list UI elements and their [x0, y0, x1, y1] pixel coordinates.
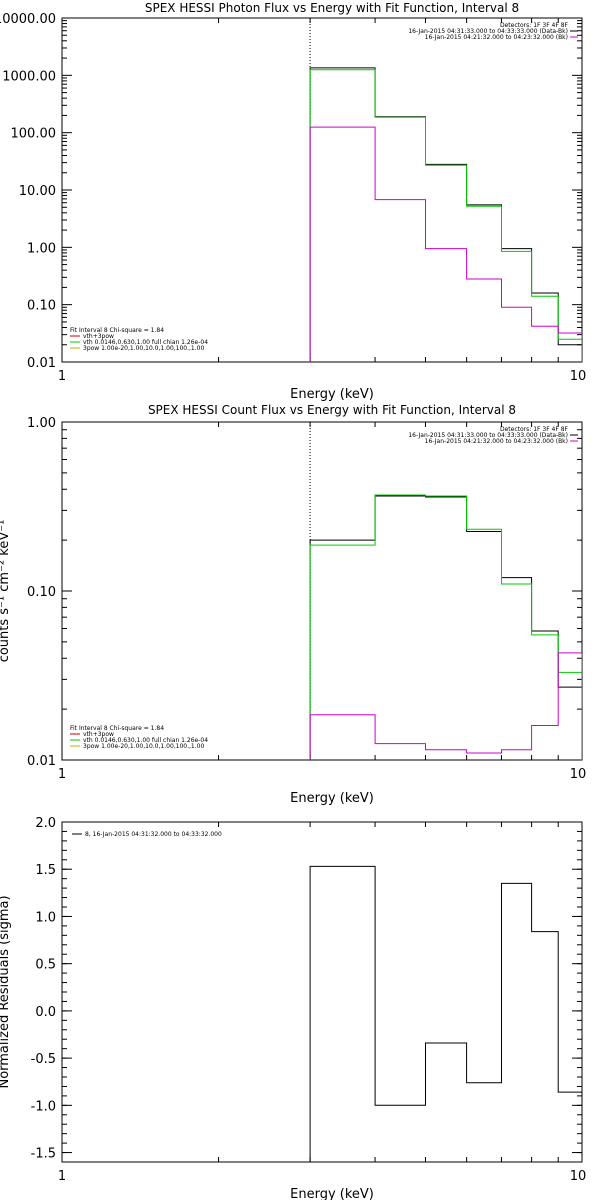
y-axis: 2.0 1.5 1.0 0.5 0.0 -0.5 -1.0 -1.5	[31, 816, 582, 1162]
x-tick-label: 1	[58, 1169, 66, 1184]
x-axis: 1 10	[58, 18, 586, 384]
series-1	[309, 67, 582, 362]
y-tick-label: 1.5	[35, 863, 56, 878]
legend-entry: 16-Jan-2015 04:21:32.000 to 04:23:32.000…	[425, 34, 568, 41]
legend-entry: Fit Interval 8 Chi-square = 1.84	[70, 327, 164, 334]
series-line	[309, 126, 582, 362]
y-tick-label: 1.00	[27, 416, 56, 431]
y-axis: 1.00 0.10 0.01	[27, 416, 582, 769]
legend-entry: 8, 16-Jan-2015 04:31:32.000 to 04:33:32.…	[85, 831, 222, 838]
series-1	[309, 495, 582, 760]
legend-entry: vth 0.0146,0.630,1.00 full chian 1.26e-0…	[83, 339, 208, 346]
x-tick-label: 10	[570, 767, 587, 782]
legend-bottom: Fit Interval 8 Chi-square = 1.84vth+3pow…	[70, 725, 208, 750]
y-tick-label: 10.00	[19, 184, 56, 199]
y-tick-label: 10000.00	[0, 12, 56, 27]
y-tick-label: 0.01	[27, 356, 56, 371]
series-2	[309, 69, 582, 362]
x-axis: 1 10	[58, 422, 586, 782]
x-axis-label: Energy (keV)	[290, 791, 374, 806]
chart-title: SPEX HESSI Count Flux vs Energy with Fit…	[148, 403, 516, 417]
series-2	[309, 494, 582, 760]
series-line	[309, 865, 582, 1162]
y-tick-label: 0.5	[35, 958, 56, 973]
y-tick-label: 1000.00	[2, 69, 56, 84]
legend-entry: vth+3pow	[83, 731, 114, 738]
legend-entry: vth 0.0146,0.630,1.00 full chian 1.26e-0…	[83, 737, 208, 744]
x-tick-label: 10	[570, 369, 587, 384]
series-3	[309, 652, 582, 760]
legend-entry: Detectors: 1F 3F 4F 8F	[500, 22, 569, 29]
legend-entry: 3pow 1.00e-20,1.00,10.0,1.00,100.,1.00	[83, 743, 204, 750]
x-tick-label: 10	[570, 1169, 587, 1184]
legend-entry: 16-Jan-2015 04:31:33.000 to 04:33:33.000…	[408, 28, 568, 35]
legend-entry: 16-Jan-2015 04:31:33.000 to 04:33:33.000…	[408, 432, 568, 439]
chart-panel-3: 1 10 Energy (keV) 2.0 1.5 1.0 0.5 0.0 -0.5 -1.0 -1…	[0, 816, 586, 1200]
y-axis-label: counts s⁻¹ cm⁻² keV⁻¹	[0, 520, 12, 663]
y-tick-label: 100.00	[11, 127, 57, 142]
y-tick-label: -1.5	[31, 1147, 56, 1162]
legend-top: 8, 16-Jan-2015 04:31:32.000 to 04:33:32.…	[72, 831, 222, 838]
x-axis-label: Energy (keV)	[290, 387, 374, 402]
x-axis-label: Energy (keV)	[290, 1187, 374, 1200]
legend-bottom: Fit Interval 8 Chi-square = 1.84vth+3pow…	[70, 327, 208, 352]
legend-entry: vth+3pow	[83, 333, 114, 340]
y-axis: 10000.00 1000.00 100.00 10.00 1.00 0.10 0.01	[0, 12, 582, 371]
plot-area	[309, 422, 582, 760]
legend-entry: Detectors: 1F 3F 4F 8F	[500, 426, 569, 433]
series-line	[309, 495, 582, 760]
x-tick-label: 1	[58, 369, 66, 384]
series-1	[309, 865, 582, 1162]
series-3	[309, 126, 582, 362]
series-line	[309, 652, 582, 760]
plot-area	[309, 18, 582, 362]
x-axis: 1 10	[58, 822, 586, 1184]
plot-frame	[61, 821, 583, 1163]
y-tick-label: -0.5	[31, 1052, 56, 1067]
series-line	[309, 67, 582, 362]
y-tick-label: 1.00	[27, 241, 56, 256]
legend-entry: 3pow 1.00e-20,1.00,10.0,1.00,100.,1.00	[83, 345, 204, 352]
chart-title: SPEX HESSI Photon Flux vs Energy with Fi…	[145, 1, 519, 15]
series-line	[309, 69, 582, 362]
chart-panel-1: SPEX HESSI Photon Flux vs Energy with Fi…	[0, 1, 586, 402]
y-tick-label: 0.10	[27, 299, 56, 314]
y-axis-label: Normalized Residuals (sigma)	[0, 895, 12, 1088]
y-tick-label: 0.0	[35, 1005, 56, 1020]
plot-frame	[61, 421, 583, 761]
chart-panel-2: SPEX HESSI Count Flux vs Energy with Fit…	[0, 403, 586, 806]
y-tick-label: 0.01	[27, 754, 56, 769]
y-tick-label: 0.10	[27, 585, 56, 600]
legend-entry: Fit Interval 8 Chi-square = 1.84	[70, 725, 164, 732]
plot-area	[309, 865, 582, 1162]
legend-entry: 16-Jan-2015 04:21:32.000 to 04:23:32.000…	[425, 438, 568, 445]
series-line	[309, 494, 582, 760]
x-tick-label: 1	[58, 767, 66, 782]
y-tick-label: -1.0	[31, 1099, 56, 1114]
y-tick-label: 2.0	[35, 816, 56, 831]
y-tick-label: 1.0	[35, 910, 56, 925]
